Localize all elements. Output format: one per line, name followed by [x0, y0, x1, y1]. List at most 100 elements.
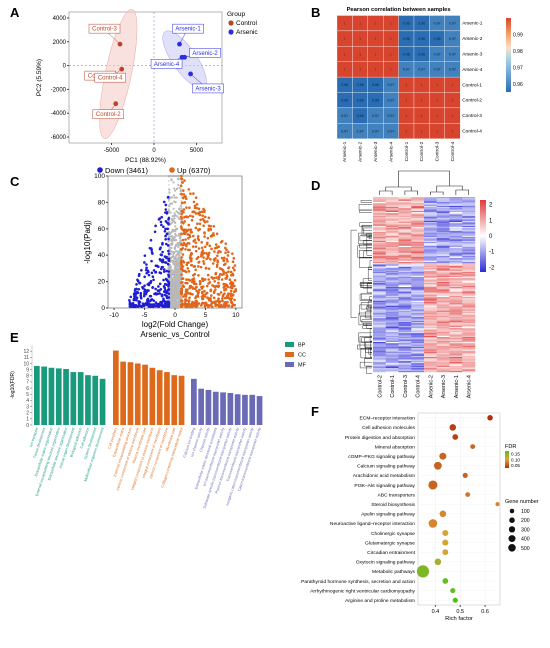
expression-cell: [411, 317, 425, 319]
ns-point: [172, 194, 176, 197]
expression-cell: [424, 302, 437, 304]
ns-point: [178, 254, 181, 257]
expression-cell: [449, 285, 463, 288]
expression-cell: [411, 257, 425, 259]
up-point: [205, 251, 208, 255]
down-point: [158, 292, 161, 295]
expression-cell: [411, 298, 425, 300]
expression-cell: [449, 368, 463, 370]
expression-cell: [398, 349, 412, 351]
expression-cell: [449, 265, 463, 268]
dendrogram-link: [359, 304, 372, 316]
expression-cell: [462, 197, 476, 199]
expression-cell: [462, 200, 476, 203]
dendrogram-link: [359, 250, 372, 258]
ns-point: [171, 218, 174, 221]
size-legend-bubble: [509, 517, 515, 523]
up-point: [180, 277, 184, 281]
expression-cell: [398, 330, 412, 333]
expression-cell: [398, 298, 412, 300]
ns-point: [179, 205, 182, 208]
ns-point: [170, 234, 173, 238]
expression-cell: [385, 304, 399, 306]
expression-cell: [424, 243, 437, 245]
expression-cell: [462, 343, 476, 345]
expression-cell: [411, 344, 425, 346]
expression-cell: [436, 245, 450, 248]
expression-cell: [424, 330, 437, 333]
expression-cell: [449, 300, 463, 303]
up-point: [188, 305, 191, 308]
expression-cell: [424, 329, 437, 331]
expression-cell: [385, 242, 399, 244]
expression-cell: [462, 354, 476, 356]
expression-cell: [411, 278, 425, 280]
dendrogram-link: [359, 222, 372, 227]
expression-cell: [398, 209, 412, 211]
up-point: [212, 224, 216, 228]
expression-cell: [449, 280, 463, 283]
expression-cell: [449, 352, 463, 354]
up-point: [202, 256, 205, 259]
expression-cell: [411, 345, 425, 348]
expression-cell: [462, 228, 476, 230]
expression-cell: [424, 270, 437, 273]
expression-cell: [398, 342, 412, 344]
ns-point: [174, 214, 177, 217]
ns-point: [175, 196, 178, 199]
down-point: [156, 305, 160, 308]
expression-cell: [424, 292, 437, 294]
up-point: [206, 296, 209, 300]
expression-cell: [462, 204, 476, 206]
expression-colorbar: [480, 200, 486, 272]
expression-cell: [436, 305, 450, 308]
up-point: [225, 277, 228, 280]
up-point: [179, 242, 183, 246]
expression-cell: [385, 329, 399, 331]
expression-cell: [411, 343, 425, 345]
expression-cell: [424, 207, 437, 209]
expression-cell: [373, 364, 386, 366]
expression-cell: [424, 235, 437, 238]
pathway-bubble: [442, 549, 449, 556]
expression-cell: [462, 285, 476, 288]
expression-cell: [424, 339, 437, 341]
expression-cell: [398, 239, 412, 241]
correlation-cell-value: 1: [405, 99, 407, 103]
expression-cell: [436, 244, 450, 246]
expression-cell: [373, 215, 386, 218]
expression-cell: [449, 335, 463, 338]
expression-cell: [398, 272, 412, 274]
expression-cell: [385, 267, 399, 269]
expression-cell: [424, 368, 437, 370]
expression-cell: [398, 315, 412, 318]
expression-cell: [424, 204, 437, 206]
y-axis-label: PC2 (5.59%): [36, 59, 43, 96]
up-point: [213, 279, 216, 283]
down-point: [165, 303, 168, 307]
pca-point: [117, 41, 123, 47]
expression-cell: [373, 252, 386, 254]
expression-cell: [436, 238, 450, 240]
y-tick-label: 11: [24, 355, 29, 361]
expression-cell: [398, 307, 412, 309]
expression-cell: [436, 269, 450, 271]
up-point: [207, 298, 211, 302]
correlation-cell-value: 0.97: [418, 68, 425, 72]
go-bar: [113, 350, 119, 425]
expression-cell: [373, 212, 386, 214]
up-point: [190, 303, 194, 307]
ns-point: [171, 278, 174, 282]
expression-cell: [411, 285, 425, 288]
expression-cell: [373, 272, 386, 274]
up-point: [231, 252, 234, 255]
expression-cell: [373, 217, 386, 219]
expression-cell: [462, 308, 476, 310]
up-point: [184, 295, 188, 298]
expression-cell: [449, 275, 463, 278]
fdr-colorbar: [505, 451, 509, 468]
expression-cell: [385, 220, 399, 223]
expression-cell: [436, 277, 450, 279]
expression-cell: [449, 272, 463, 274]
expression-cell: [449, 267, 463, 269]
